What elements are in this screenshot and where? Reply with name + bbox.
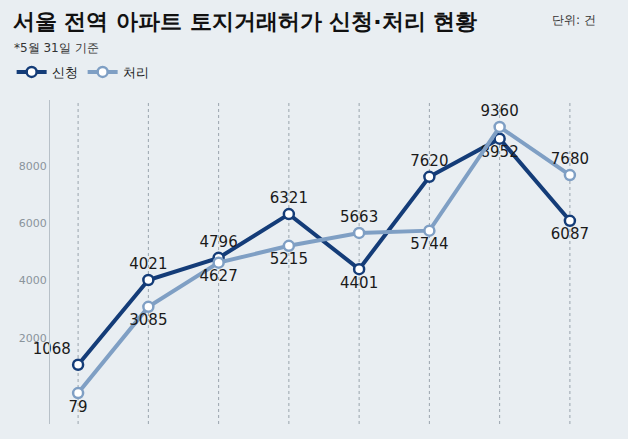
svg-text:단위: 건: 단위: 건 [552, 13, 596, 27]
svg-text:7680: 7680 [551, 150, 589, 168]
svg-text:*5월 31일 기준: *5월 31일 기준 [14, 41, 99, 55]
svg-text:3085: 3085 [129, 311, 167, 329]
svg-text:8000: 8000 [19, 160, 47, 173]
svg-text:4627: 4627 [200, 267, 238, 285]
svg-text:6321: 6321 [270, 189, 308, 207]
svg-text:4401: 4401 [340, 274, 378, 292]
svg-text:6000: 6000 [19, 217, 47, 230]
svg-text:79: 79 [69, 398, 88, 416]
svg-text:5744: 5744 [410, 235, 448, 253]
svg-text:2000: 2000 [19, 332, 47, 345]
svg-text:4000: 4000 [19, 274, 47, 287]
svg-text:처리: 처리 [123, 65, 149, 80]
svg-text:7620: 7620 [410, 152, 448, 170]
svg-text:4796: 4796 [200, 233, 238, 251]
svg-text:5663: 5663 [340, 208, 378, 226]
svg-text:5215: 5215 [270, 250, 308, 268]
svg-text:4021: 4021 [129, 255, 167, 273]
svg-text:신청: 신청 [52, 65, 78, 80]
svg-text:1068: 1068 [33, 340, 71, 358]
svg-text:서울 전역 아파트 토지거래허가 신청·처리 현황: 서울 전역 아파트 토지거래허가 신청·처리 현황 [13, 9, 478, 34]
svg-text:6087: 6087 [551, 225, 589, 243]
svg-text:9360: 9360 [481, 102, 519, 120]
svg-text:8952: 8952 [481, 143, 519, 161]
